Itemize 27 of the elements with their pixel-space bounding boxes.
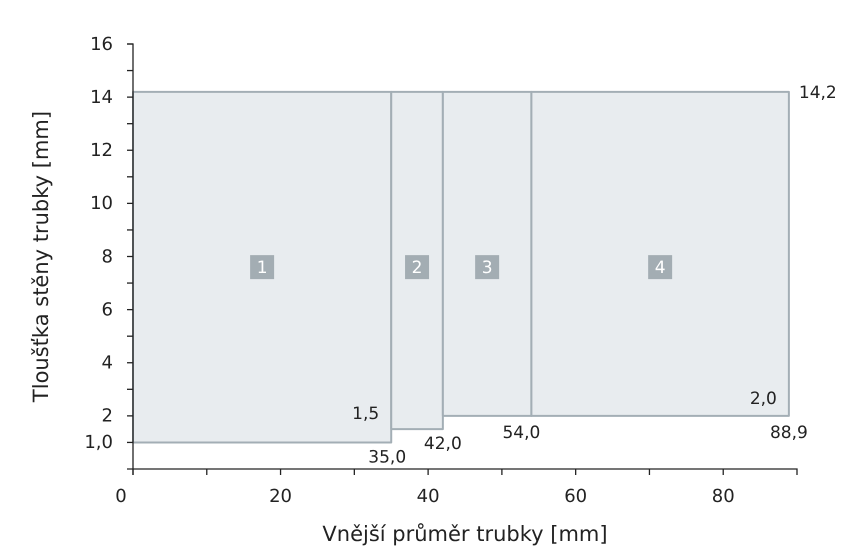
series-label: 1 — [256, 258, 268, 278]
y-tick-label: 14 — [90, 86, 113, 108]
annotation: 54,0 — [502, 422, 540, 443]
x-tick-label: 40 — [416, 486, 440, 507]
x-axis-title: Vnější průměr trubky [mm] — [322, 522, 608, 546]
annotation: 2,0 — [750, 388, 777, 409]
annotation: 88,9 — [770, 422, 808, 443]
y-tick-label: 10 — [90, 193, 113, 214]
y-tick-label: 1,0 — [84, 432, 113, 454]
x-tick-label: 80 — [712, 486, 735, 507]
y-tick-label: 16 — [90, 34, 113, 55]
series-label: 3 — [482, 258, 493, 278]
x-tick-label: 0 — [115, 486, 127, 507]
series-label: 4 — [654, 258, 666, 278]
y-tick-label: 6 — [102, 299, 113, 320]
y-tick-label: 12 — [90, 140, 113, 162]
annotation: 42,0 — [424, 434, 462, 454]
y-tick-label: 4 — [102, 352, 113, 374]
annotation: 14,2 — [798, 82, 837, 103]
x-tick-label: 20 — [269, 486, 292, 507]
y-axis-title: Tloušťka stěny trubky [mm] — [29, 110, 53, 404]
series-label: 2 — [412, 258, 422, 278]
y-tick-label: 2 — [102, 406, 113, 427]
annotation: 1,5 — [352, 404, 380, 424]
y-tick-label: 8 — [102, 246, 113, 268]
annotation: 35,0 — [368, 447, 406, 468]
x-tick-label: 60 — [564, 486, 588, 507]
